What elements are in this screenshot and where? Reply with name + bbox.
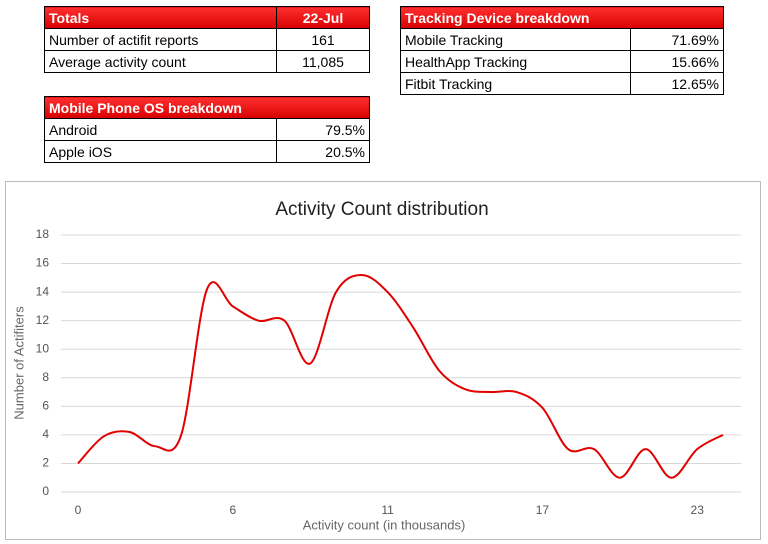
y-tick-label: 18 xyxy=(36,227,50,241)
cell: Android xyxy=(44,118,277,141)
cell: HealthApp Tracking xyxy=(400,50,631,73)
y-tick-label: 0 xyxy=(42,484,49,498)
header: Mobile Phone OS breakdown xyxy=(44,96,370,119)
cell: Fitbit Tracking xyxy=(400,72,631,95)
y-tick-label: 10 xyxy=(36,341,50,355)
line xyxy=(77,273,724,479)
cell: Apple iOS xyxy=(44,140,277,163)
cell: 12.65% xyxy=(630,72,724,95)
cell: 20.5% xyxy=(276,140,370,163)
cell: Average activity count xyxy=(44,50,277,73)
totals-table: Totals 22-Jul Number of actifit reports 16… xyxy=(44,6,370,73)
cell: Number of actifit reports xyxy=(44,28,277,51)
x-axis-label: Activity count (in thousands) xyxy=(303,517,466,532)
cell: 71.69% xyxy=(630,28,724,51)
y-tick-label: 12 xyxy=(36,313,50,327)
os-table: Mobile Phone OS breakdown Android 79.5% A… xyxy=(44,96,370,163)
cell: 15.66% xyxy=(630,50,724,73)
x-tick-label: 23 xyxy=(691,503,705,517)
header: Totals xyxy=(44,6,277,29)
y-tick-label: 16 xyxy=(36,256,50,270)
y-tick-label: 2 xyxy=(42,456,49,470)
chart: Activity Count distribution Activity cou… xyxy=(11,199,741,532)
header: 22-Jul xyxy=(276,6,370,29)
y-axis-label: Number of Actifiters xyxy=(11,306,26,420)
chart-area: Activity Count distribution Activity cou… xyxy=(5,181,761,540)
header: Tracking Device breakdown xyxy=(400,6,724,29)
x-tick-label: 17 xyxy=(536,503,550,517)
cell: 11,085 xyxy=(276,50,370,73)
chart-title: Activity Count distribution xyxy=(275,199,488,220)
cell: Mobile Tracking xyxy=(400,28,631,51)
x-tick-label: 11 xyxy=(381,503,394,517)
tracking-table: Tracking Device breakdown Mobile Trackin… xyxy=(400,6,724,95)
cell: 161 xyxy=(276,28,370,51)
y-tick-label: 4 xyxy=(42,427,49,441)
y-tick-label: 8 xyxy=(42,370,49,384)
x-tick-label: 0 xyxy=(75,503,82,517)
y-tick-label: 6 xyxy=(42,399,49,413)
cell: 79.5% xyxy=(276,118,370,141)
y-tick-label: 14 xyxy=(36,284,50,298)
x-tick-label: 6 xyxy=(229,503,236,517)
